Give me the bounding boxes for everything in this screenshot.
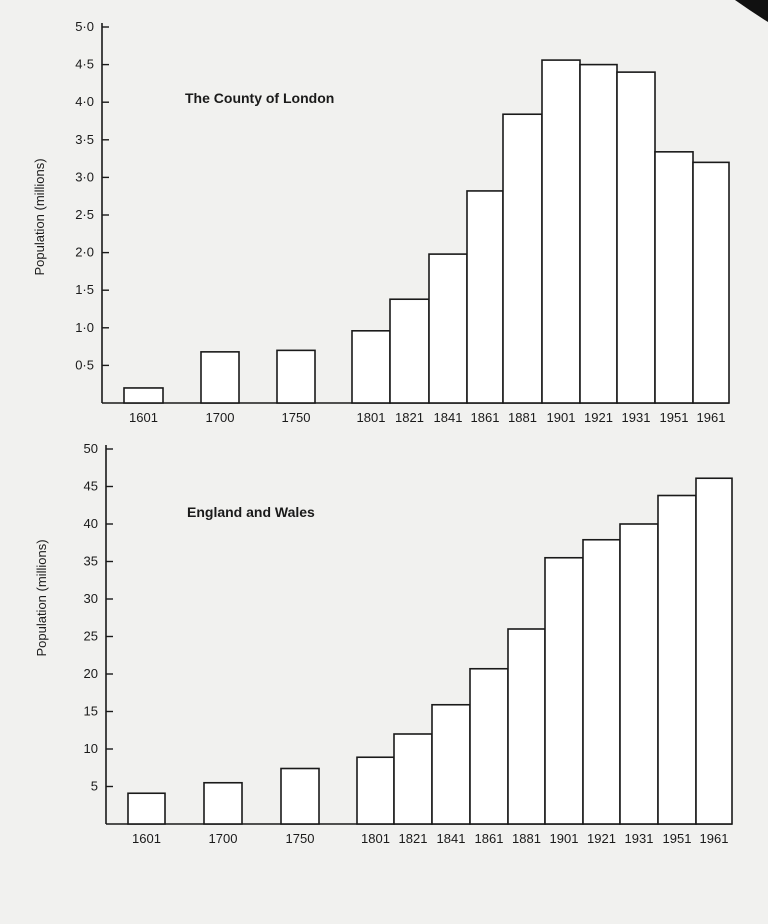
bar-1601 <box>123 387 164 404</box>
x-tick-label: 1801 <box>357 410 386 425</box>
bar-1961 <box>695 477 733 825</box>
bar-1951 <box>657 494 697 825</box>
bar-1700 <box>200 351 240 404</box>
x-tick-label: 1750 <box>286 831 315 846</box>
x-tick-label: 1841 <box>434 410 463 425</box>
y-tick-label: 1·5 <box>75 282 94 297</box>
y-tick-label: 0·5 <box>75 357 94 372</box>
x-tick-label: 1921 <box>584 410 613 425</box>
y-tick-label: 45 <box>84 479 98 494</box>
x-tick-label: 1601 <box>129 410 158 425</box>
x-tick-label: 1881 <box>512 831 541 846</box>
x-tick-label: 1951 <box>663 831 692 846</box>
bar-1951 <box>654 151 694 404</box>
x-tick-label: 1861 <box>475 831 504 846</box>
y-axis-label: Population (millions) <box>32 158 47 275</box>
x-tick-label: 1961 <box>700 831 729 846</box>
y-tick-label: 50 <box>84 441 98 456</box>
y-tick-label: 4·5 <box>75 57 94 72</box>
x-tick-label: 1750 <box>282 410 311 425</box>
bar-1861 <box>469 667 509 825</box>
page-corner-shadow <box>735 0 768 22</box>
x-tick-label: 1881 <box>508 410 537 425</box>
y-tick-label: 5 <box>91 779 98 794</box>
bar-1961 <box>692 161 730 404</box>
x-tick-label: 1801 <box>361 831 390 846</box>
bar-1821 <box>389 298 430 404</box>
bar-1801 <box>356 756 395 825</box>
x-tick-label: 1700 <box>206 410 235 425</box>
y-tick-label: 15 <box>84 704 98 719</box>
y-tick-label: 3·5 <box>75 132 94 147</box>
chart-title: The County of London <box>185 90 334 106</box>
x-tick-label: 1601 <box>132 831 161 846</box>
y-tick-label: 35 <box>84 554 98 569</box>
x-tick-label: 1861 <box>471 410 500 425</box>
bar-1750 <box>276 349 316 404</box>
x-tick-label: 1901 <box>550 831 579 846</box>
x-tick-label: 1700 <box>209 831 238 846</box>
y-axis-label: Population (millions) <box>34 539 49 656</box>
y-tick-label: 30 <box>84 591 98 606</box>
bar-1801 <box>351 330 391 404</box>
x-tick-label: 1931 <box>622 410 651 425</box>
x-tick-label: 1821 <box>395 410 424 425</box>
y-tick-label: 25 <box>84 629 98 644</box>
x-tick-label: 1931 <box>625 831 654 846</box>
bar-1841 <box>428 253 468 404</box>
bar-1901 <box>544 556 584 825</box>
bar-1921 <box>582 538 621 825</box>
y-tick-label: 20 <box>84 666 98 681</box>
bar-1841 <box>431 703 471 825</box>
y-tick-label: 5·0 <box>75 19 94 34</box>
y-tick-label: 1·0 <box>75 320 94 335</box>
x-tick-label: 1841 <box>437 831 466 846</box>
chart-title: England and Wales <box>187 504 315 520</box>
bar-1861 <box>466 190 504 404</box>
y-tick-label: 2·5 <box>75 207 94 222</box>
chart-england-and-wales: England and Wales Population (millions) … <box>34 441 733 846</box>
bar-1921 <box>579 63 618 404</box>
y-tick-label: 40 <box>84 516 98 531</box>
bar-1821 <box>393 733 433 825</box>
bar-1881 <box>502 113 543 404</box>
x-tick-label: 1921 <box>587 831 616 846</box>
y-tick-label: 10 <box>84 741 98 756</box>
bar-1901 <box>541 59 581 404</box>
x-tick-label: 1951 <box>660 410 689 425</box>
x-tick-label: 1821 <box>399 831 428 846</box>
bar-1881 <box>507 628 546 825</box>
bar-1750 <box>280 767 320 825</box>
bar-1931 <box>619 523 659 825</box>
bar-1700 <box>203 781 243 825</box>
x-tick-label: 1961 <box>697 410 726 425</box>
y-tick-label: 2·0 <box>75 245 94 260</box>
y-tick-label: 4·0 <box>75 94 94 109</box>
x-tick-label: 1901 <box>547 410 576 425</box>
bar-1931 <box>616 71 656 404</box>
chart-county-of-london: The County of London Population (million… <box>32 19 730 425</box>
bar-1601 <box>127 792 166 825</box>
y-tick-label: 3·0 <box>75 169 94 184</box>
